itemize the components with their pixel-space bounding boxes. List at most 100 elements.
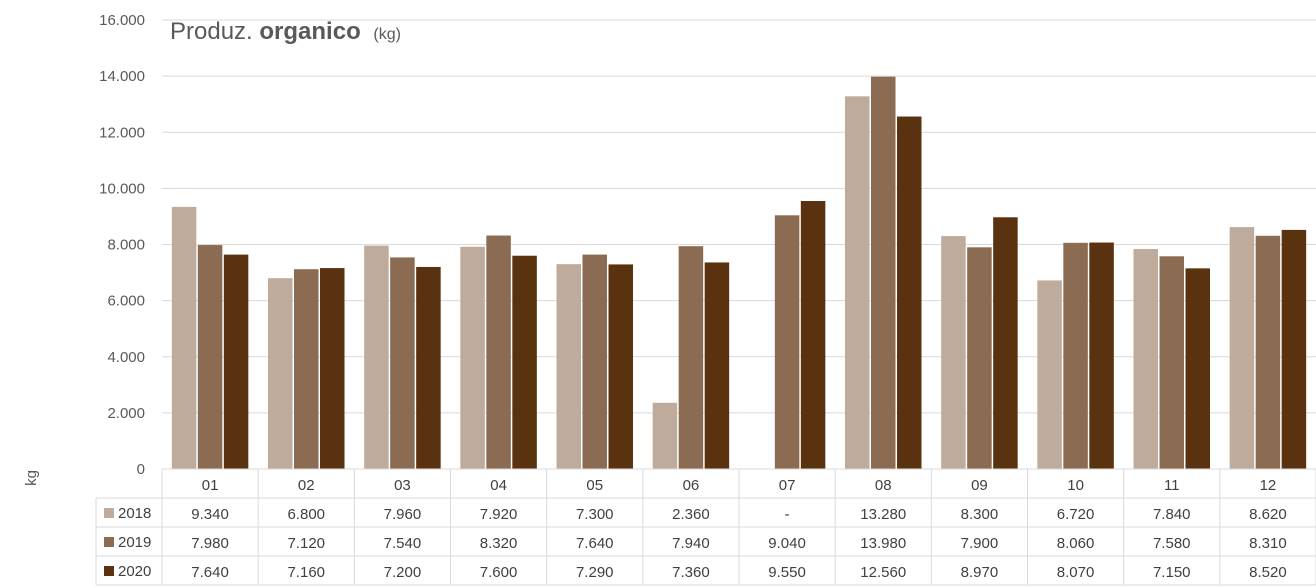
chart-title-prefix: Produz. — [170, 18, 259, 45]
bar-2019-07 — [774, 215, 800, 469]
data-label-2020-07: 9.550 — [768, 564, 806, 581]
x-tick-label: 12 — [1260, 477, 1277, 494]
data-label-2020-10: 8.070 — [1057, 564, 1095, 581]
data-label-2019-09: 7.900 — [961, 535, 999, 552]
data-label-2018-02: 6.800 — [287, 506, 325, 523]
bar-2018-09 — [941, 236, 966, 469]
gridlines — [162, 19, 1316, 414]
data-label-2018-06: 2.360 — [672, 506, 710, 523]
data-label-2019-04: 8.320 — [480, 535, 518, 552]
y-tick-label: 16.000 — [99, 12, 145, 29]
bars — [171, 76, 1307, 470]
x-tick-label: 07 — [779, 477, 796, 494]
data-label-2020-11: 7.150 — [1153, 564, 1191, 581]
data-label-2018-01: 9.340 — [191, 506, 229, 523]
x-tick-label: 08 — [875, 477, 892, 494]
x-tick-label: 06 — [683, 477, 700, 494]
data-label-2019-06: 7.940 — [672, 535, 710, 552]
bar-2019-05 — [582, 254, 607, 469]
y-tick-label: 14.000 — [99, 68, 145, 85]
x-tick-label: 03 — [394, 477, 411, 494]
bar-2019-12 — [1255, 235, 1281, 469]
data-label-2018-09: 8.300 — [961, 506, 999, 523]
bar-2018-10 — [1037, 280, 1062, 469]
bar-2018-12 — [1229, 227, 1255, 469]
legend-swatch-2020 — [104, 566, 114, 576]
x-tick-label: 10 — [1067, 477, 1084, 494]
bar-2018-03 — [364, 245, 389, 469]
bar-2019-04 — [486, 235, 511, 469]
data-label-2019-11: 7.580 — [1153, 535, 1191, 552]
data-label-2020-05: 7.290 — [576, 564, 614, 581]
chart-title-unit: (kg) — [373, 26, 401, 43]
bar-2018-02 — [268, 278, 293, 469]
y-tick-label: 4.000 — [107, 349, 145, 366]
y-tick-label: 6.000 — [107, 293, 145, 310]
data-label-2020-02: 7.160 — [287, 564, 325, 581]
legend-label-2019: 2019 — [118, 534, 151, 551]
bar-2018-01 — [171, 206, 197, 470]
bar-2018-05 — [556, 264, 581, 469]
bar-2020-01 — [223, 254, 249, 469]
bar-2020-10 — [1089, 242, 1114, 469]
chart-title: Produz. organico (kg) — [170, 18, 401, 45]
bar-2019-06 — [678, 246, 704, 469]
data-label-2018-12: 8.620 — [1249, 506, 1287, 523]
data-label-2019-08: 13.980 — [860, 535, 906, 552]
data-label-2020-06: 7.360 — [672, 564, 710, 581]
y-tick-label: 10.000 — [99, 180, 145, 197]
bar-2019-11 — [1159, 256, 1184, 469]
data-label-2020-09: 8.970 — [961, 564, 999, 581]
bar-2018-04 — [460, 246, 485, 469]
bar-2020-08 — [897, 116, 922, 469]
bar-2020-04 — [512, 255, 537, 469]
legend-swatch-2019 — [104, 537, 114, 547]
bar-2019-01 — [197, 245, 223, 469]
data-label-2020-03: 7.200 — [384, 564, 422, 581]
data-label-2019-02: 7.120 — [287, 535, 325, 552]
bar-2019-03 — [390, 257, 415, 469]
data-label-2019-05: 7.640 — [576, 535, 614, 552]
data-label-2018-11: 7.840 — [1153, 506, 1191, 523]
bar-2019-08 — [871, 76, 896, 469]
data-label-2018-05: 7.300 — [576, 506, 614, 523]
bar-2018-06 — [652, 402, 678, 469]
data-label-2019-10: 8.060 — [1057, 535, 1095, 552]
y-axis: 0 2.000 4.000 6.000 8.000 10.000 12.000 14.000 1… — [99, 12, 145, 478]
data-table: 01 02 03 04 05 06 07 08 09 10 11 12 2018 9.340 6.800 7.… — [95, 468, 1316, 586]
bar-2020-07 — [800, 201, 826, 470]
data-label-2020-04: 7.600 — [480, 564, 518, 581]
x-tick-label: 02 — [298, 477, 315, 494]
bar-2019-10 — [1063, 242, 1088, 469]
bar-2020-12 — [1281, 229, 1307, 469]
x-tick-label: 01 — [202, 477, 219, 494]
bar-2019-09 — [967, 247, 992, 469]
data-label-2018-04: 7.920 — [480, 506, 518, 523]
data-label-2018-08: 13.280 — [860, 506, 906, 523]
y-tick-label: 2.000 — [107, 405, 145, 422]
x-tick-label: 05 — [586, 477, 603, 494]
data-label-2019-01: 7.980 — [191, 535, 229, 552]
y-tick-label: 12.000 — [99, 124, 145, 141]
y-tick-label: 8.000 — [107, 237, 145, 254]
bar-2018-11 — [1133, 248, 1158, 469]
chart-title-bold: organico — [259, 18, 360, 45]
bar-2020-03 — [416, 266, 441, 469]
legend-label-2020: 2020 — [118, 563, 151, 580]
data-label-2018-03: 7.960 — [384, 506, 422, 523]
x-tick-label: 11 — [1164, 477, 1180, 494]
bar-2020-09 — [993, 217, 1018, 469]
data-label-2018-07: - — [785, 506, 790, 523]
data-label-2019-03: 7.540 — [384, 535, 422, 552]
legend-label-2018: 2018 — [118, 505, 151, 522]
data-label-2019-12: 8.310 — [1249, 535, 1287, 552]
y-axis-label: kg — [23, 470, 40, 486]
bar-2020-11 — [1185, 268, 1210, 469]
bar-2019-02 — [294, 269, 319, 469]
data-label-2020-08: 12.560 — [860, 564, 906, 581]
y-tick-label: 0 — [137, 461, 145, 478]
data-label-2020-12: 8.520 — [1249, 564, 1287, 581]
x-tick-label: 04 — [490, 477, 507, 494]
bar-2020-02 — [320, 268, 345, 469]
